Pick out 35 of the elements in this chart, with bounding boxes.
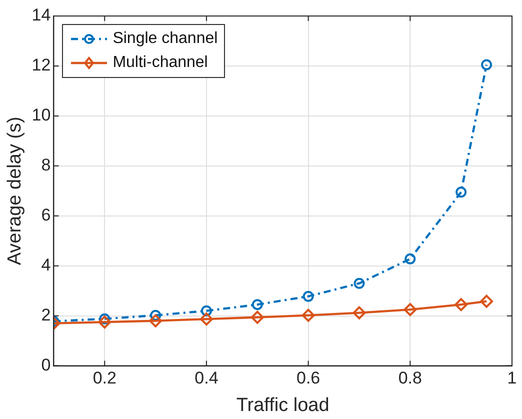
point (480, 294, 494, 308)
x-tick-label: 0.6 (296, 368, 320, 388)
point (352, 306, 366, 320)
x-tick-label: 0.4 (194, 368, 218, 388)
point (200, 305, 212, 316)
point (456, 186, 467, 198)
point (404, 303, 417, 316)
point (481, 59, 492, 70)
y-tick-label: 10 (32, 106, 51, 125)
x-tick-label: 1 (507, 368, 517, 388)
point (200, 312, 213, 326)
point (354, 278, 365, 289)
point (404, 253, 416, 264)
point (150, 310, 162, 321)
x-tick-label: 0.2 (92, 368, 116, 388)
point (149, 314, 162, 328)
y-tick-label: 2 (41, 306, 51, 325)
y-tick-label: 12 (32, 56, 51, 75)
point (454, 298, 468, 312)
point (250, 310, 264, 324)
x-axis-title: Traffic load (236, 394, 330, 416)
y-tick-label: 0 (41, 355, 51, 374)
point (99, 313, 110, 324)
point (252, 299, 263, 310)
legend-label: Multi-channel (112, 54, 208, 72)
legend-label: Single channel (112, 30, 218, 48)
y-tick-label: 8 (41, 156, 51, 175)
x-tick-label: 0.8 (398, 368, 422, 388)
point (302, 290, 314, 302)
point (98, 316, 112, 329)
y-tick-label: 4 (41, 256, 51, 275)
y-axis-title: Average delay (s) (4, 116, 26, 266)
y-tick-label: 6 (41, 206, 51, 225)
point (302, 308, 315, 322)
y-tick-label: 14 (32, 6, 51, 25)
